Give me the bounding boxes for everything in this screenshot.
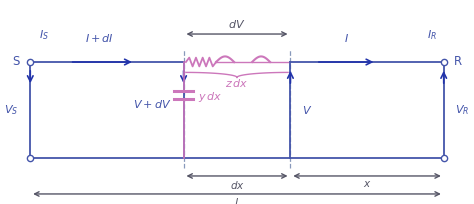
Text: $l$: $l$ [235, 196, 239, 204]
Text: $V$: $V$ [302, 104, 312, 116]
Text: S: S [13, 54, 20, 68]
Text: $V_R$: $V_R$ [456, 103, 470, 117]
Text: $I_S$: $I_S$ [39, 28, 49, 42]
Text: $V_S$: $V_S$ [4, 103, 18, 117]
Text: $I_R$: $I_R$ [427, 28, 437, 42]
Text: R: R [454, 54, 462, 68]
Text: $dV$: $dV$ [228, 18, 246, 30]
Text: $z\,dx$: $z\,dx$ [225, 77, 249, 89]
Text: $dx$: $dx$ [229, 179, 245, 191]
Text: $x$: $x$ [363, 179, 371, 189]
Text: $y\,dx$: $y\,dx$ [198, 90, 222, 104]
Text: $V + dV$: $V + dV$ [133, 98, 172, 110]
Text: $I$: $I$ [344, 32, 349, 44]
Text: $I + dI$: $I + dI$ [85, 32, 114, 44]
